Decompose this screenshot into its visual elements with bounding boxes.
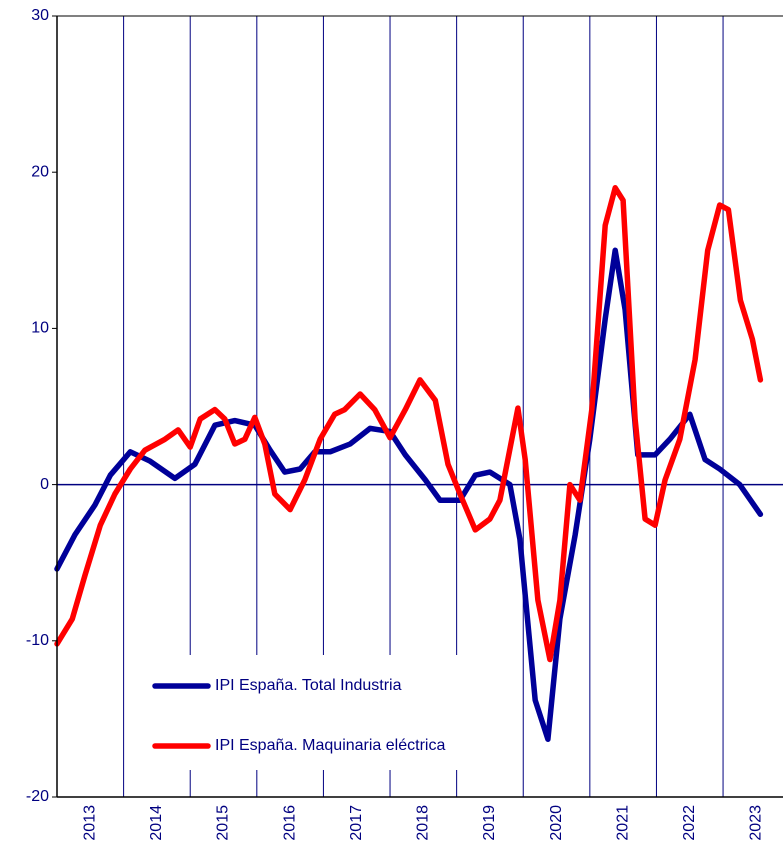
x-tick-label: 2013 bbox=[82, 805, 99, 841]
y-tick-label: 10 bbox=[31, 320, 49, 337]
lines bbox=[54, 185, 764, 742]
y-tick-label: -20 bbox=[26, 788, 49, 805]
x-tick-label: 2014 bbox=[148, 805, 165, 841]
axes: 30 20 10 0 -10 -20 2013 2014 2015 2016 2017 2018 201… bbox=[26, 7, 783, 841]
x-tick-label: 2022 bbox=[681, 805, 698, 841]
series-line bbox=[54, 185, 764, 663]
legend-background bbox=[140, 655, 505, 770]
legend-label: IPI España. Total Industria bbox=[215, 677, 402, 694]
y-tick-label: 20 bbox=[31, 163, 49, 180]
x-tick-label: 2018 bbox=[415, 805, 432, 841]
legend-label: IPI España. Maquinaria eléctrica bbox=[215, 737, 445, 754]
legend: IPI España. Total Industria IPI España. M… bbox=[152, 677, 445, 754]
x-tick-label: 2017 bbox=[348, 805, 365, 841]
y-tick-label: 30 bbox=[31, 7, 49, 24]
x-tick-label: 2020 bbox=[548, 805, 565, 841]
x-tick-label: 2015 bbox=[215, 805, 232, 841]
x-tick-label: 2021 bbox=[614, 805, 631, 841]
x-tick-label: 2019 bbox=[481, 805, 498, 841]
grid bbox=[57, 16, 783, 797]
x-tick-label: 2023 bbox=[748, 805, 765, 841]
y-tick-label: -10 bbox=[26, 632, 49, 649]
y-tick-label: 0 bbox=[40, 476, 49, 493]
x-tick-label: 2016 bbox=[281, 805, 298, 841]
